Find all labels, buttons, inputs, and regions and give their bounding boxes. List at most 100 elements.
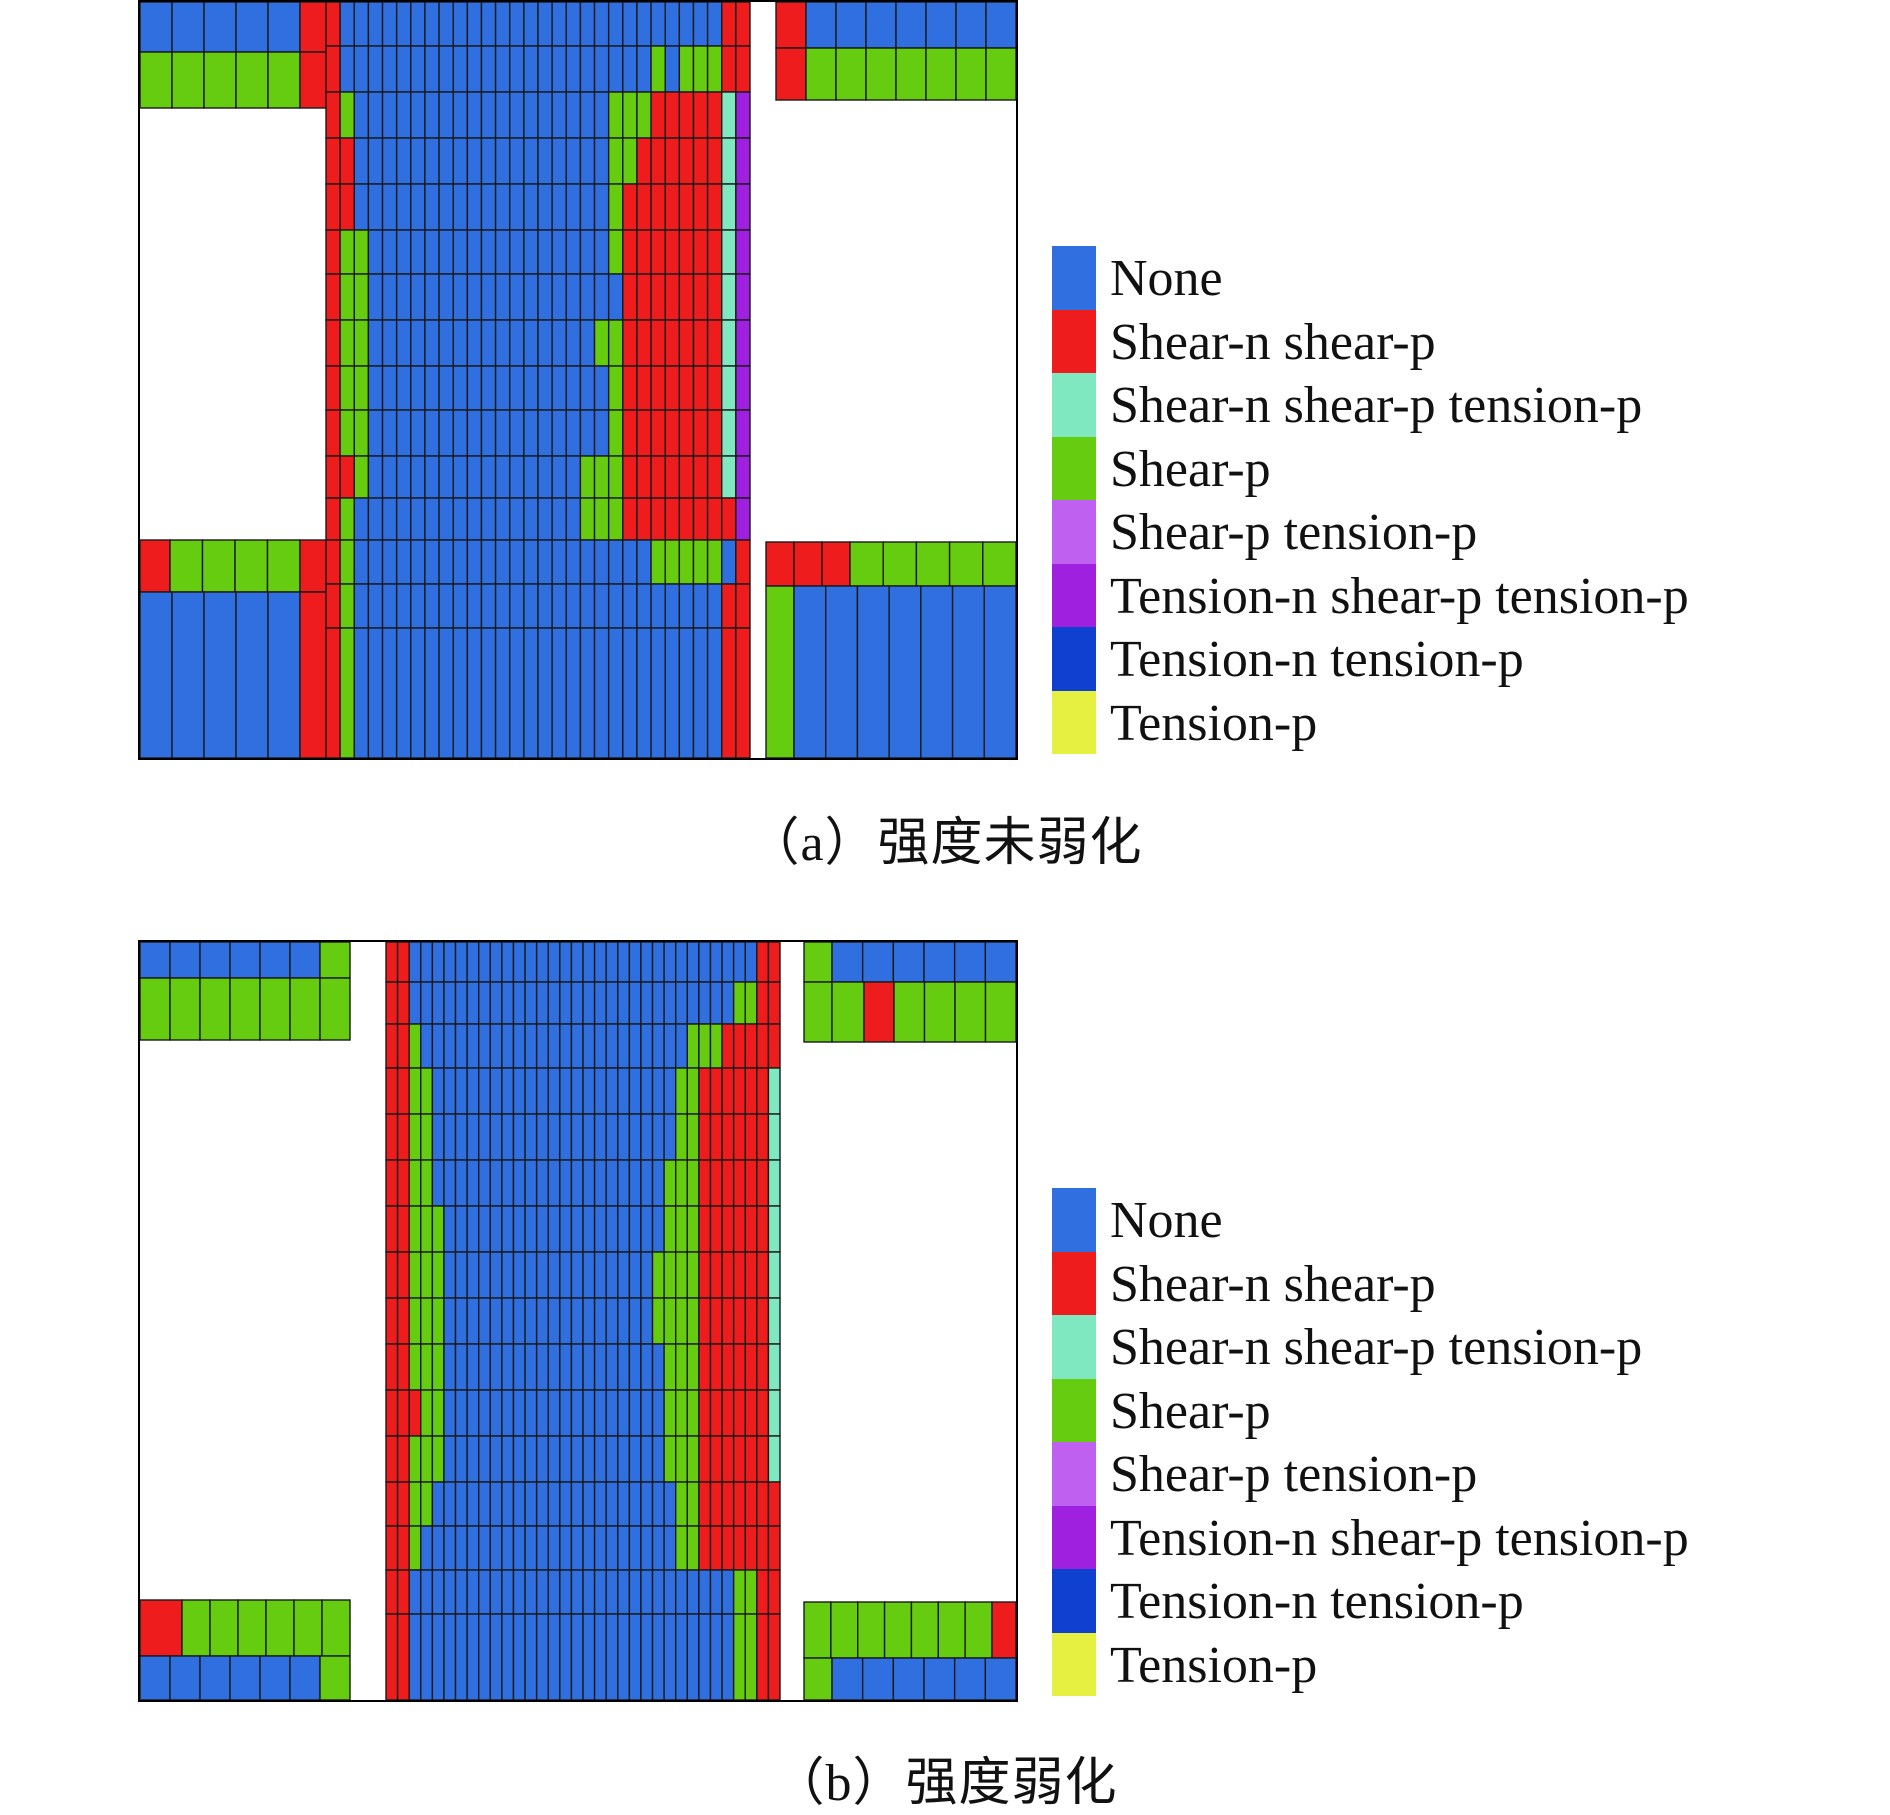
pillar-zone: [756, 1205, 770, 1253]
legend-label: Tension-n tension-p: [1110, 631, 1524, 688]
pillar-zone: [420, 1343, 434, 1391]
pillar-zone: [756, 1525, 770, 1571]
pillar-zone: [579, 319, 596, 367]
pillar-zone: [443, 1251, 457, 1299]
legend-swatch: [1052, 1442, 1096, 1506]
pillar-zone: [367, 539, 384, 585]
pillar-zone: [524, 1251, 538, 1299]
pillar-zone: [535, 1251, 549, 1299]
pillar-zone: [438, 45, 454, 93]
legend-item-none: None: [1052, 1188, 1832, 1252]
pillar-zone: [559, 1023, 573, 1069]
pillar-zone: [509, 319, 525, 367]
pillar-zone: [651, 1613, 665, 1700]
legend-swatch: [1052, 500, 1096, 564]
pillar-zone: [480, 137, 497, 185]
pillar-zone: [489, 1067, 503, 1115]
pillar-zone: [744, 1113, 758, 1161]
pillar-zone: [617, 1343, 631, 1391]
pillar-zone: [537, 583, 553, 629]
pillar-zone: [622, 319, 638, 367]
pillar-zone: [675, 1525, 688, 1571]
pillar-zone: [452, 583, 469, 629]
pillar-zone: [579, 497, 596, 541]
pillar-zone: [535, 1613, 549, 1700]
pillar-zone: [512, 1569, 526, 1615]
pillar-zone: [565, 91, 582, 139]
pillar-zone: [381, 137, 398, 185]
pillar-zone: [650, 455, 666, 499]
pillar-zone: [547, 1251, 561, 1299]
pillar-zone: [512, 981, 526, 1025]
pillar-zone: [410, 539, 426, 585]
pillar-zone: [664, 91, 681, 139]
pillar-zone: [650, 409, 666, 457]
pillar-zone: [767, 981, 781, 1025]
pillar-zone: [410, 229, 426, 275]
pillar-zone: [410, 583, 426, 629]
pillar-zone: [535, 1343, 549, 1391]
pillar-zone: [339, 409, 355, 457]
floor-zone-right: [825, 585, 859, 758]
pillar-zone: [396, 1343, 410, 1391]
pillar-zone: [663, 1205, 677, 1253]
pillar-zone: [570, 942, 584, 983]
pillar-zone: [617, 1297, 631, 1345]
pillar-zone: [494, 91, 511, 139]
pillar-zone: [559, 1389, 573, 1437]
pillar-zone: [443, 1113, 457, 1161]
pillar-zone: [438, 91, 454, 139]
roof-zone-right: [985, 2, 1016, 49]
pillar-zone: [339, 229, 355, 275]
pillar-zone: [636, 409, 652, 457]
pillar-zone: [650, 273, 666, 321]
pillar-zone: [524, 1159, 538, 1207]
pillar-zone: [756, 1389, 770, 1437]
pillar-zone: [466, 365, 483, 411]
pillar-zone: [385, 1481, 399, 1527]
roof-zone-right: [892, 942, 925, 983]
pillar-zone: [692, 455, 709, 499]
pillar-zone: [721, 1067, 735, 1115]
pillar-zone: [692, 319, 709, 367]
pillar-zone: [494, 273, 511, 321]
pillar-zone: [735, 137, 751, 185]
pillar-zone: [325, 229, 341, 275]
roof-zone-right: [775, 47, 807, 101]
pillar-zone: [721, 409, 737, 457]
pillar-zone: [640, 1067, 654, 1115]
pillar-zone: [582, 1023, 596, 1069]
pillar-zone: [721, 1343, 735, 1391]
pillar-zone: [537, 409, 553, 457]
pillar-zone: [537, 319, 553, 367]
pillar-zone: [559, 1067, 573, 1115]
floor-zone-right: [888, 585, 922, 758]
pillar-zone: [535, 1067, 549, 1115]
floor-zone-right: [856, 585, 890, 758]
pillar-zone: [692, 539, 709, 585]
pillar-zone: [353, 273, 370, 321]
pillar-zone: [664, 229, 681, 275]
pillar-zone: [593, 273, 610, 321]
pillar-zone: [675, 1389, 688, 1437]
pillar-zone: [607, 583, 624, 629]
pillar-zone: [692, 273, 709, 321]
pillar-zone: [582, 1343, 596, 1391]
pillar-zone: [478, 1613, 491, 1700]
pillar-zone: [636, 627, 652, 758]
pillar-zone: [735, 319, 751, 367]
pillar-zone: [509, 45, 525, 93]
pillar-zone: [339, 2, 355, 47]
pillar-zone: [523, 583, 539, 629]
pillar-zone: [582, 1435, 596, 1483]
pillar-zone: [551, 627, 567, 758]
pillar-zone: [339, 273, 355, 321]
pillar-zone: [431, 981, 445, 1025]
pillar-zone: [410, 409, 426, 457]
pillar-zone: [640, 1251, 654, 1299]
pillar-zone: [570, 1569, 584, 1615]
pillar-zone: [466, 1569, 480, 1615]
pillar-zone: [721, 45, 737, 93]
pillar-zone: [501, 1613, 515, 1700]
pillar-zone: [523, 2, 539, 47]
